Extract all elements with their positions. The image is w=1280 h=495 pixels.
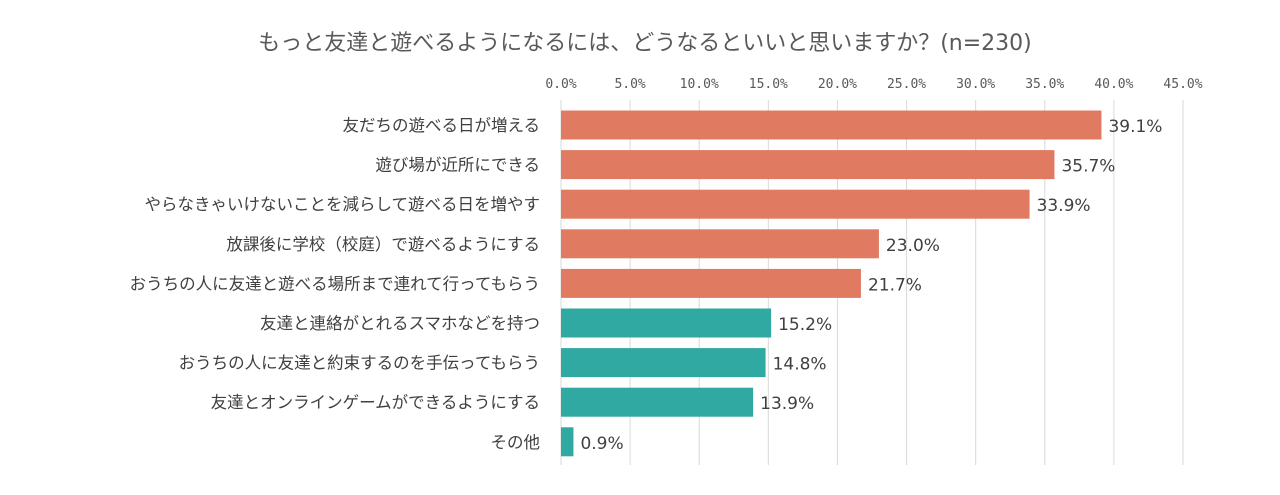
data-label: 14.8% xyxy=(773,355,827,375)
bar xyxy=(561,387,754,417)
category-label: 友達とオンラインゲームができるようにする xyxy=(211,393,540,412)
bar xyxy=(561,268,861,298)
data-label: 33.9% xyxy=(1037,196,1091,216)
bars: 友だちの遊べる日が増える 39.1% 遊び場が近所にできる 35.7% やらなきゃいけな… xyxy=(130,110,1162,457)
x-tick-label: 10.0% xyxy=(680,77,719,92)
x-tick-label: 15.0% xyxy=(749,77,788,92)
data-label: 35.7% xyxy=(1061,157,1115,177)
x-tick-label: 45.0% xyxy=(1163,77,1202,92)
x-tick-label: 40.0% xyxy=(1094,77,1133,92)
category-label: 遊び場が近所にできる xyxy=(375,156,540,175)
bar xyxy=(561,308,772,338)
data-label: 21.7% xyxy=(868,275,922,295)
data-label: 23.0% xyxy=(886,236,940,256)
data-label: 39.1% xyxy=(1108,117,1162,137)
data-label: 15.2% xyxy=(778,315,832,335)
x-tick-label: 30.0% xyxy=(956,77,995,92)
category-label: おうちの人に友達と約束するのを手伝ってもらう xyxy=(179,354,540,373)
bar xyxy=(561,229,879,259)
bar xyxy=(561,427,574,457)
bar xyxy=(561,110,1102,140)
x-tick-label: 20.0% xyxy=(818,77,857,92)
category-label: やらなきゃいけないことを減らして遊べる日を増やす xyxy=(144,195,540,214)
bar xyxy=(561,150,1055,180)
data-label: 13.9% xyxy=(760,394,814,414)
bar xyxy=(561,189,1030,219)
category-label: おうちの人に友達と遊べる場所まで連れて行ってもらう xyxy=(130,274,540,293)
bar xyxy=(561,348,766,378)
category-label: 放課後に学校（校庭）で遊べるようにする xyxy=(226,235,540,254)
chart-title: もっと友達と遊べるようになるには、どうなるといいと思いますか？(n=230) xyxy=(258,31,1032,56)
category-label: 友達と連絡がとれるスマホなどを持つ xyxy=(260,314,540,333)
category-label: 友だちの遊べる日が増える xyxy=(342,116,540,135)
x-tick-label: 0.0% xyxy=(545,77,576,92)
x-tick-label: 35.0% xyxy=(1025,77,1064,92)
x-tick-label: 5.0% xyxy=(614,77,645,92)
data-label: 0.9% xyxy=(580,434,623,454)
category-label: その他 xyxy=(491,433,541,452)
x-axis-ticks: 0.0% 5.0% 10.0% 15.0% 20.0% 25.0% 30.0% 35.0% 40… xyxy=(545,77,1202,92)
x-tick-label: 25.0% xyxy=(887,77,926,92)
